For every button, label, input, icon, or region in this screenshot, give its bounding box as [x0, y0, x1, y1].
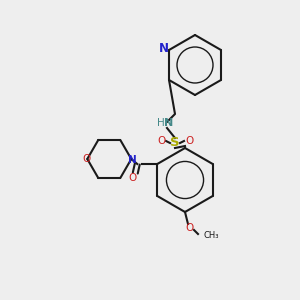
Text: S: S — [170, 136, 180, 149]
Text: O: O — [157, 136, 165, 146]
Text: N: N — [128, 155, 137, 165]
Text: O: O — [82, 154, 90, 164]
Text: N: N — [164, 118, 174, 128]
Text: H: H — [157, 118, 165, 128]
Text: N: N — [159, 43, 169, 56]
Text: O: O — [128, 173, 136, 183]
Text: CH₃: CH₃ — [204, 232, 220, 241]
Text: O: O — [185, 136, 193, 146]
Text: O: O — [186, 223, 194, 233]
